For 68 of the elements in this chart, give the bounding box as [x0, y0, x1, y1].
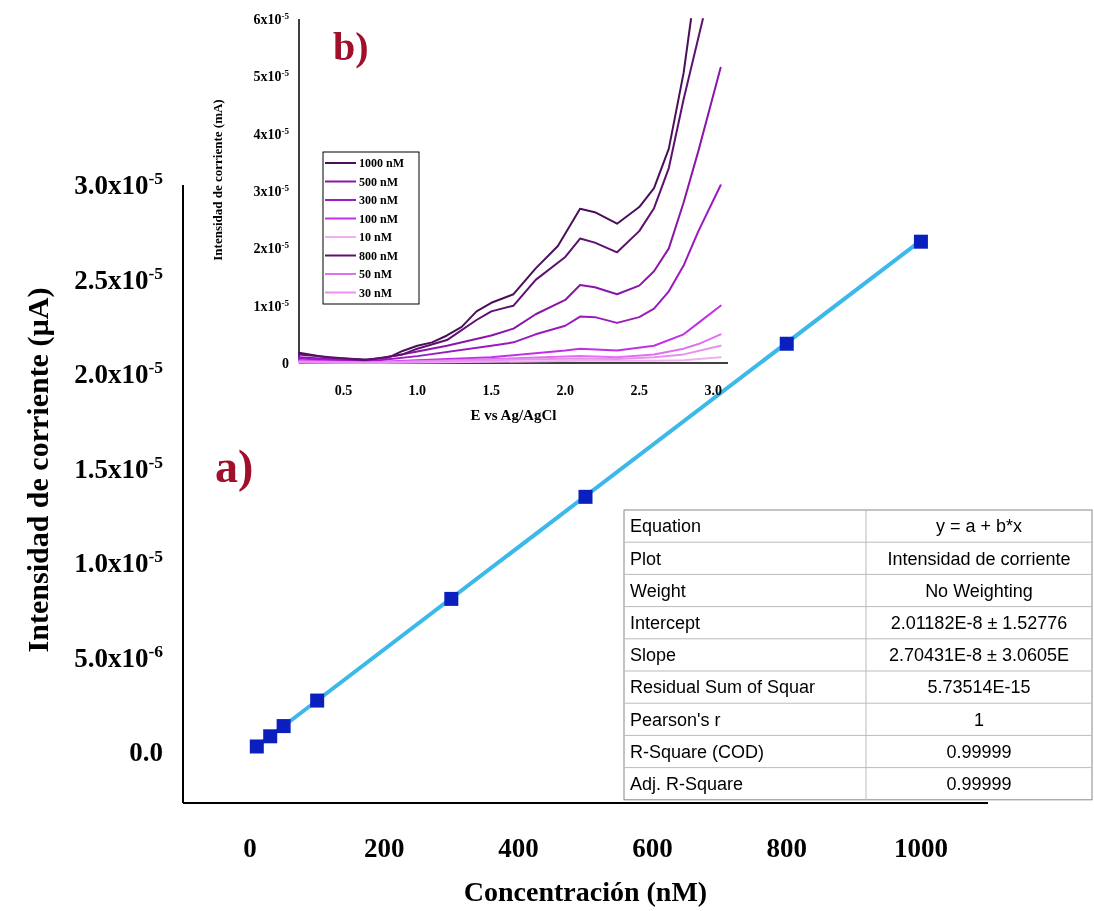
y-tick-label: 1.0x10$^{-5}$: [74, 546, 164, 579]
point: [249, 739, 264, 754]
point: [276, 719, 291, 734]
annotation: Intercept: [630, 613, 701, 633]
annotation: Weight: [630, 580, 686, 601]
x-tick-label: 2.5: [630, 382, 648, 398]
annotation: 2.70431E-8 ± 3.0605E: [888, 645, 1070, 666]
legend-label: 100 nM: [359, 211, 398, 226]
legend-label: 10 nM: [359, 230, 392, 245]
legend-label: 30 nM: [359, 285, 392, 300]
annotation: Residual Sum of Squar: [630, 677, 816, 698]
point: [444, 591, 459, 606]
y-axis-title: Intensidad de corriente (µA): [21, 287, 55, 653]
y-tick-label: 5.0x10$^{-6}$: [74, 640, 164, 673]
y-tick-label: 2x10$^{-5}$: [253, 240, 290, 257]
y-tick-label: 5x10$^{-5}$: [253, 68, 290, 85]
x-tick-label: 1.0: [408, 382, 427, 398]
x-tick-label: 3.0: [704, 382, 722, 398]
annotation: b): [333, 24, 369, 69]
y-tick-label: 3.0x10$^{-5}$: [74, 168, 164, 201]
y-tick-label: 2.0x10$^{-5}$: [74, 357, 164, 390]
x-tick-label: 0.5: [334, 382, 353, 398]
x-tick-label: 400: [498, 833, 539, 864]
point: [913, 234, 928, 249]
annotation: 2.01182E-8 ± 1.52776: [890, 613, 1068, 633]
y-tick-label: 1x10$^{-5}$: [253, 297, 290, 314]
x-tick-label: 2.0: [556, 382, 575, 398]
point: [310, 693, 325, 708]
y-tick-label: 1.5x10$^{-5}$: [74, 451, 164, 484]
y-tick-label: 3x10$^{-5}$: [253, 182, 290, 199]
point: [779, 336, 794, 351]
annotation: Intensidad de corriente: [887, 548, 1071, 569]
annotation: 1: [973, 709, 985, 730]
annotation: 0.99999: [946, 774, 1012, 794]
x-tick-label: 1000: [893, 833, 948, 864]
legend-label: 1000 nM: [359, 156, 404, 171]
annotation: Adj. R-Square: [630, 774, 744, 794]
annotation: No Weighting: [925, 580, 1033, 601]
y-tick-label: 6x10$^{-5}$: [253, 10, 290, 27]
annotation: 0.99999: [946, 741, 1012, 762]
line-series: [298, 344, 722, 364]
annotation: a): [215, 441, 254, 492]
annotation: Slope: [630, 645, 677, 666]
legend-label: 50 nM: [359, 267, 392, 282]
y-tick-label: 4x10$^{-5}$: [253, 125, 290, 142]
annotation: Equation: [630, 516, 702, 537]
legend-label: 800 nM: [359, 248, 398, 263]
line-series: [298, 304, 722, 364]
annotation: 5.73514E-15: [927, 677, 1031, 698]
annotation: y = a + b*x: [935, 516, 1023, 537]
x-tick-label: 200: [364, 833, 405, 864]
annotation: R-Square (COD): [630, 741, 765, 762]
annotation: Plot: [630, 548, 662, 569]
x-tick-label: 600: [632, 833, 673, 864]
y-tick-label: 0.0: [129, 737, 163, 768]
point: [263, 729, 278, 744]
point: [578, 489, 593, 504]
y-axis-title: Intensidad de corriente (mA): [210, 99, 225, 261]
x-axis-title: E vs Ag/AgCl: [470, 407, 557, 423]
annotation: Pearson's r: [630, 709, 721, 730]
legend-label: 500 nM: [359, 174, 398, 189]
line-series: [298, 184, 722, 363]
x-tick-label: 800: [766, 833, 807, 864]
legend-label: 300 nM: [359, 193, 398, 208]
x-axis-title: Concentración (nM): [463, 876, 708, 907]
x-tick-label: 1.5: [482, 382, 501, 398]
y-tick-label: 2.5x10$^{-5}$: [74, 262, 164, 295]
y-tick-label: 0: [282, 355, 289, 371]
